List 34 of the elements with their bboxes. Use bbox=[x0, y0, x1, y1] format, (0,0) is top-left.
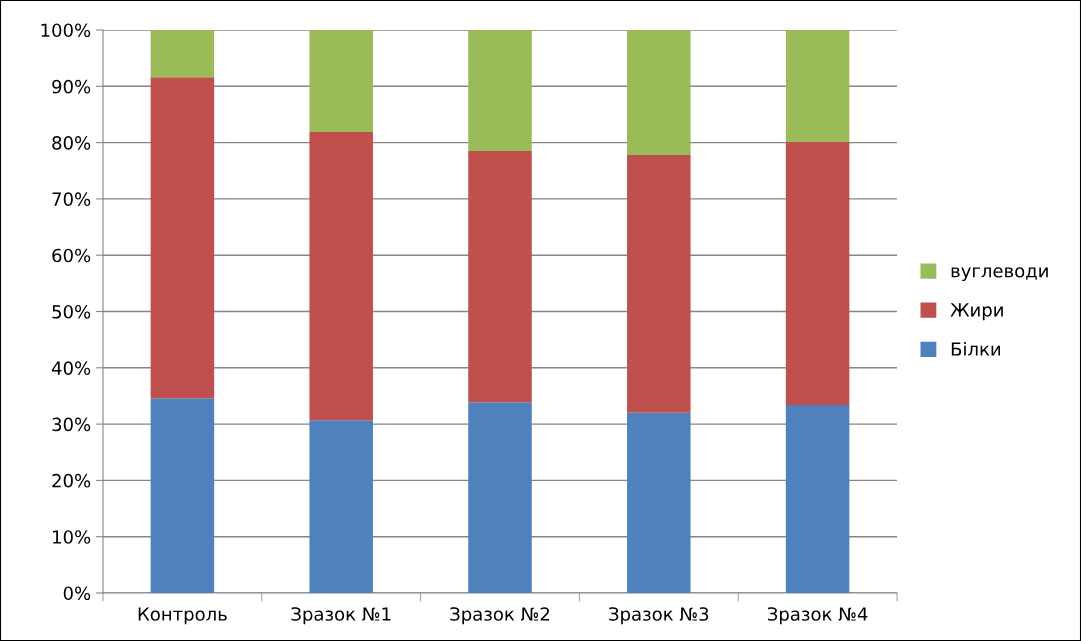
bar bbox=[309, 30, 373, 132]
y-tick-label: 10% bbox=[53, 530, 91, 544]
x-tick-label: Зразок №3 bbox=[609, 607, 709, 625]
bar bbox=[627, 30, 691, 155]
x-tick-label: Контроль bbox=[138, 607, 227, 625]
bar bbox=[627, 154, 691, 413]
y-tick-label: 20% bbox=[52, 473, 91, 488]
y-tick-label: 60% bbox=[52, 248, 91, 263]
y-tick-label: 50% bbox=[52, 304, 91, 319]
y-tick-label: 100% bbox=[41, 23, 91, 38]
bar bbox=[309, 420, 373, 593]
x-tick-label: Зразок №4 bbox=[767, 607, 868, 625]
y-tick-label: 40% bbox=[51, 361, 91, 375]
x-tick-label: Зразок №1 bbox=[291, 607, 391, 625]
bar bbox=[468, 151, 532, 403]
legend-label: вуглеводи bbox=[951, 267, 1048, 282]
bar bbox=[785, 30, 850, 143]
bar bbox=[785, 404, 850, 593]
y-tick-label: 30% bbox=[52, 417, 91, 432]
bar bbox=[468, 30, 532, 152]
legend-label: Жири bbox=[950, 303, 1003, 321]
bar bbox=[150, 77, 215, 399]
legend-label: Білки bbox=[951, 341, 1001, 356]
bar bbox=[150, 398, 215, 593]
bar bbox=[627, 412, 691, 593]
y-tick-label: 90% bbox=[52, 79, 91, 94]
bar bbox=[468, 402, 532, 593]
x-tick-label: Зразок №2 bbox=[450, 607, 550, 625]
bar bbox=[309, 131, 373, 421]
bar bbox=[150, 30, 215, 78]
y-tick-label: 80% bbox=[52, 136, 91, 150]
bar bbox=[785, 142, 850, 405]
y-tick-label: 70% bbox=[52, 192, 91, 207]
y-tick-label: 0% bbox=[63, 586, 91, 601]
